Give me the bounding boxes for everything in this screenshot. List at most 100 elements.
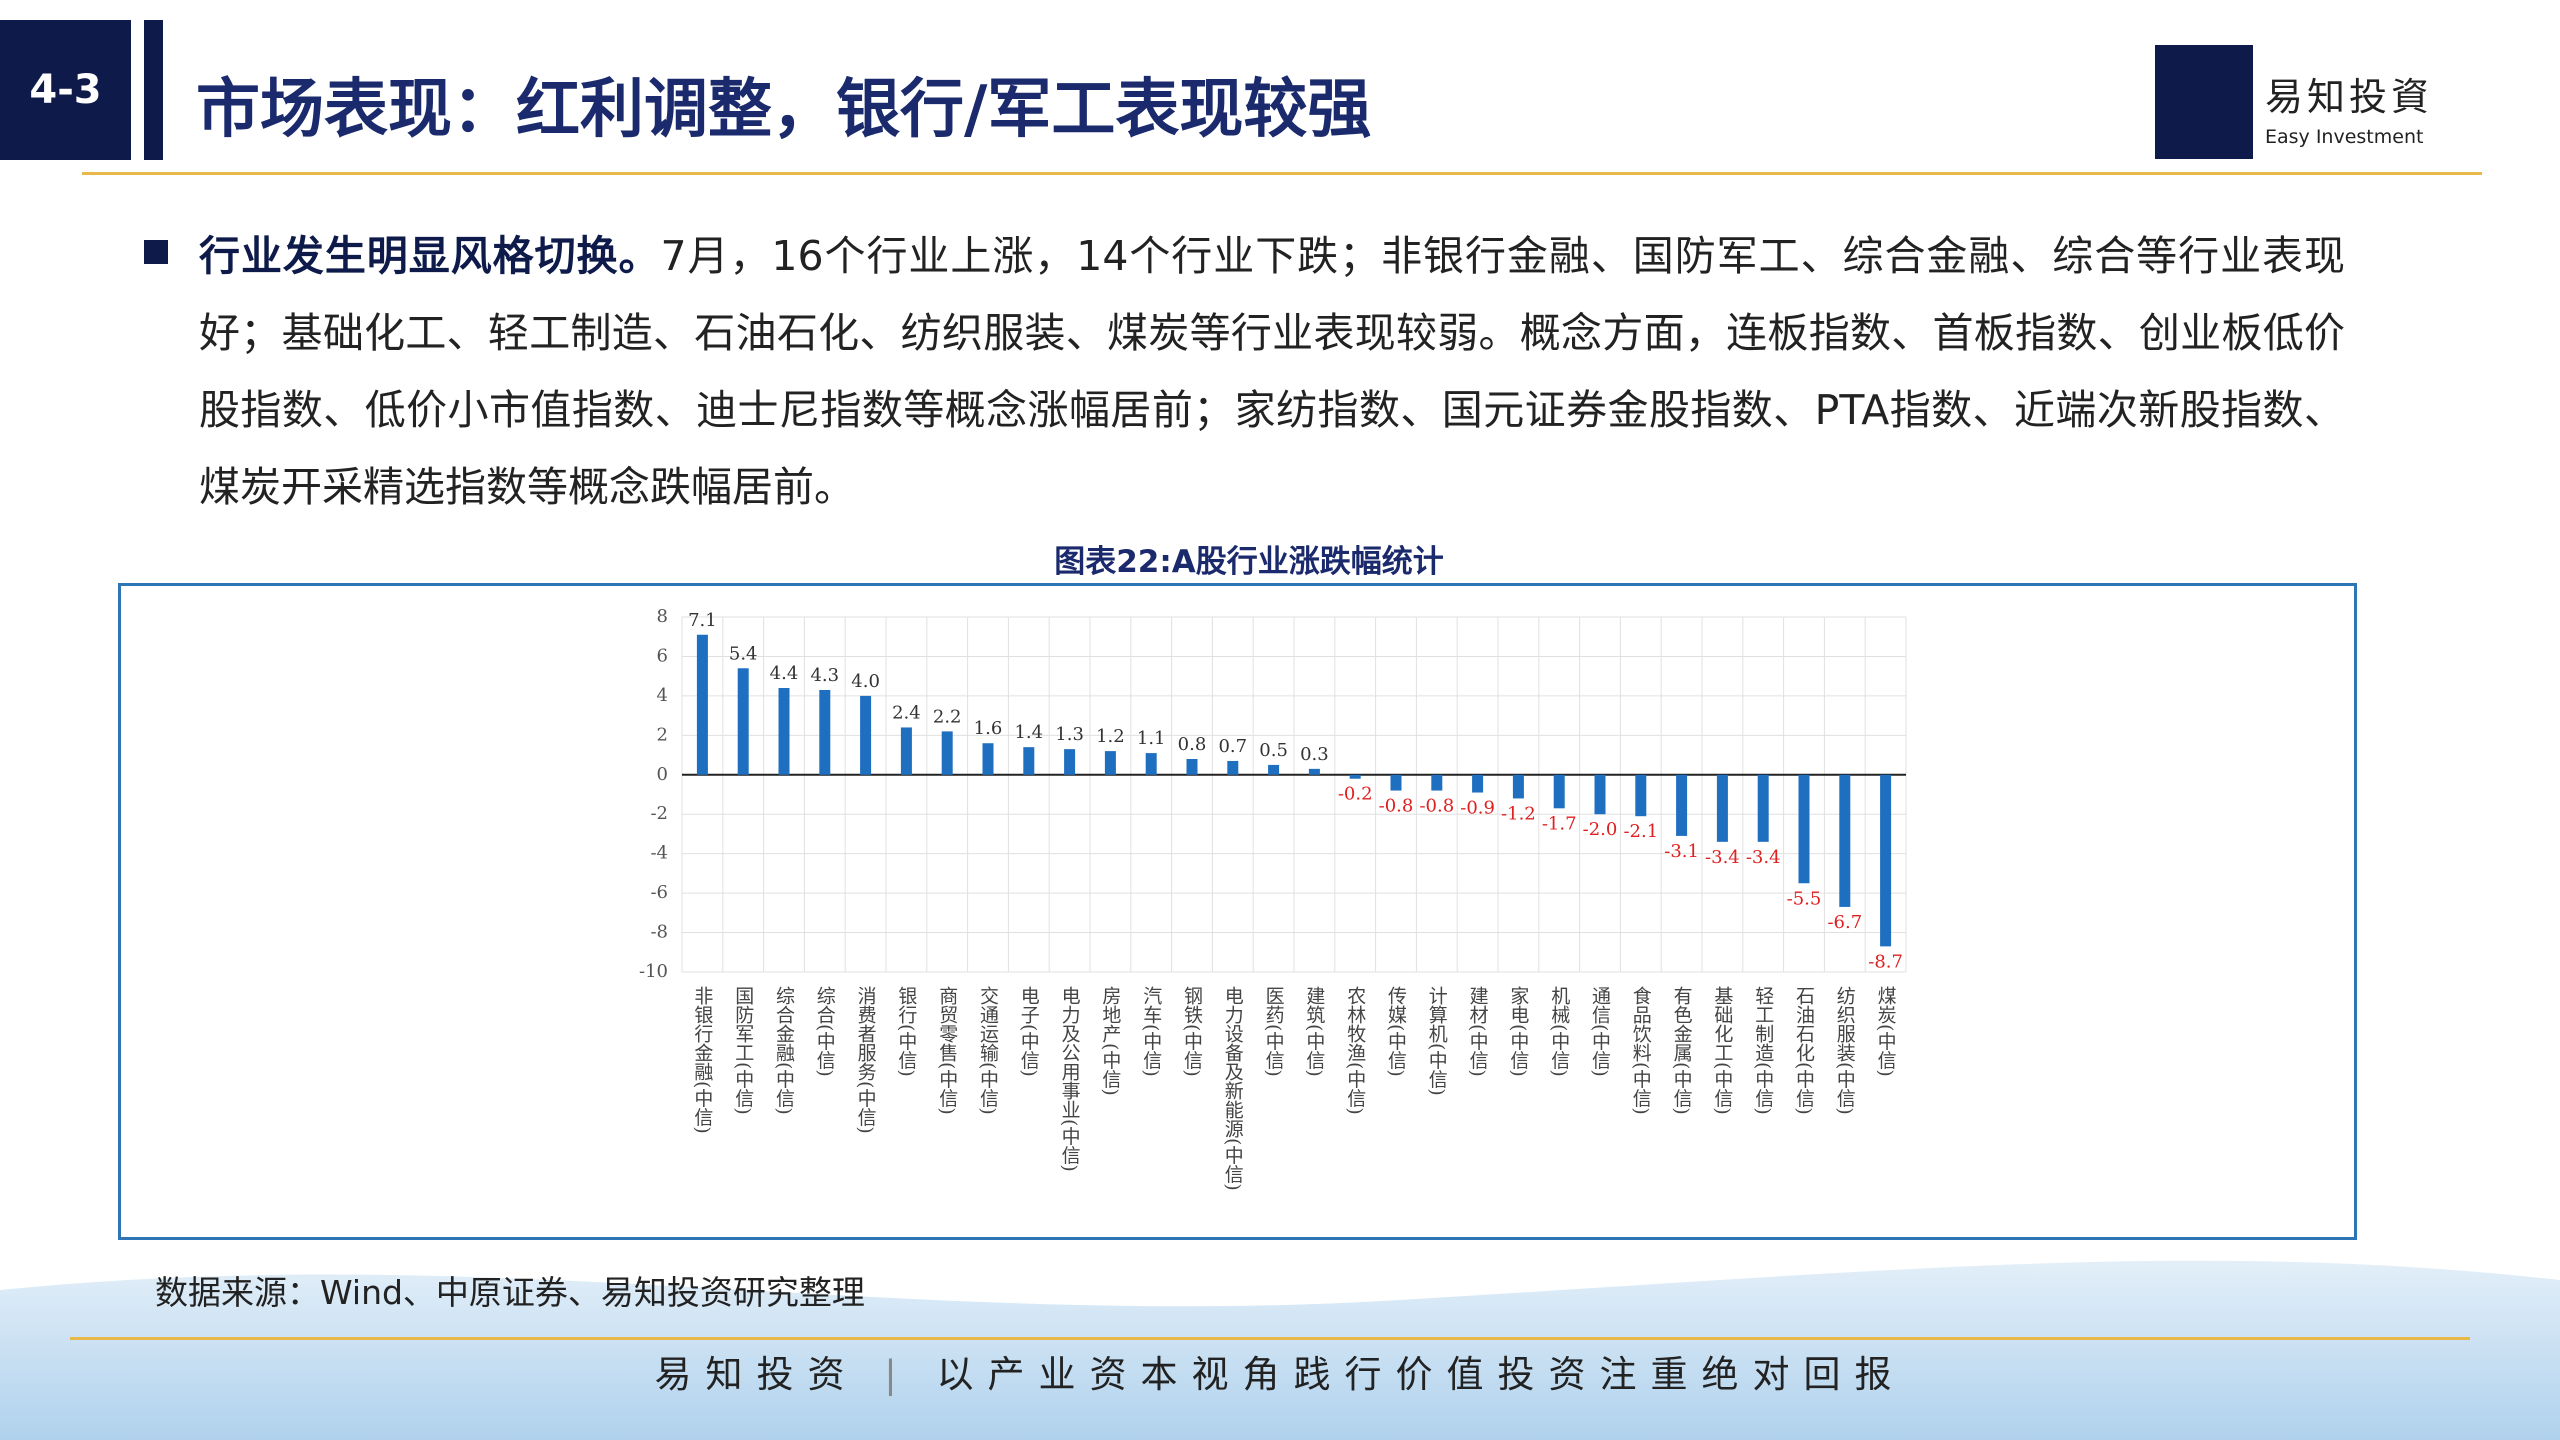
bar xyxy=(1757,774,1769,842)
x-tick-label: 通信(中信) xyxy=(1589,986,1611,1077)
value-label: 2.4 xyxy=(892,702,921,723)
value-label: 7.1 xyxy=(688,610,717,631)
bar xyxy=(1553,774,1565,809)
value-label: 5.4 xyxy=(729,643,758,664)
bar xyxy=(778,688,790,775)
value-label: 0.8 xyxy=(1178,734,1207,755)
x-tick-label: 农林牧渔(中信) xyxy=(1344,986,1366,1115)
x-tick-label: 石油石化(中信) xyxy=(1793,986,1815,1115)
slide-title: 市场表现：红利调整，银行/军工表现较强 xyxy=(196,73,1372,147)
bar xyxy=(1227,760,1239,775)
x-tick-label: 基础化工(中信) xyxy=(1711,986,1733,1115)
bar xyxy=(1839,774,1851,907)
bar xyxy=(1023,747,1035,775)
logo-subtitle: Easy Investment xyxy=(2265,126,2424,148)
bar xyxy=(1104,751,1116,775)
slogan: 以产业资本视角践行价值投资注重绝对回报 xyxy=(936,1353,1906,1396)
bar xyxy=(1716,774,1728,842)
y-tick-label: -2 xyxy=(650,803,668,824)
bar xyxy=(941,731,953,775)
value-label: 1.2 xyxy=(1096,726,1125,747)
x-tick-label: 轻工制造(中信) xyxy=(1752,986,1774,1115)
x-tick-label: 纺织服装(中信) xyxy=(1834,986,1856,1115)
value-label: 1.1 xyxy=(1137,728,1166,749)
bar xyxy=(982,743,994,775)
bar xyxy=(1594,774,1606,815)
bar xyxy=(1635,774,1647,817)
bar xyxy=(1431,774,1443,791)
divider xyxy=(82,172,2482,175)
x-tick-label: 建筑(中信) xyxy=(1303,986,1325,1077)
chart-title: 图表22:A股行业涨跌幅统计 xyxy=(1054,544,1444,580)
x-tick-label: 汽车(中信) xyxy=(1140,986,1162,1077)
x-tick-label: 国防军工(中信) xyxy=(732,986,754,1115)
footer: 易知投资 | 以产业资本视角践行价值投资注重绝对回报 xyxy=(654,1353,1906,1396)
bar xyxy=(1472,774,1484,793)
lead: 行业发生明显风格切换。 xyxy=(199,232,661,280)
value-label: -1.2 xyxy=(1501,803,1536,824)
y-tick-label: -6 xyxy=(650,882,668,903)
bar xyxy=(819,689,831,775)
bar xyxy=(1798,774,1810,884)
x-tick-label: 综合金融(中信) xyxy=(773,986,795,1115)
value-label: 4.4 xyxy=(770,663,799,684)
bar xyxy=(1512,774,1524,799)
bar xyxy=(1145,753,1157,775)
y-tick-label: 6 xyxy=(657,645,668,666)
bar xyxy=(1308,768,1320,775)
value-label: -0.8 xyxy=(1379,796,1414,817)
value-label: -3.4 xyxy=(1746,847,1781,868)
bar xyxy=(900,727,912,775)
value-label: 1.3 xyxy=(1055,724,1084,745)
value-label: -0.9 xyxy=(1460,798,1495,819)
value-label: 2.2 xyxy=(933,706,962,727)
value-label: -3.4 xyxy=(1705,847,1740,868)
y-tick-label: -8 xyxy=(650,922,668,943)
title-bar xyxy=(144,20,163,160)
x-tick-label: 电力设备及新能源(中信) xyxy=(1222,986,1244,1191)
source: 数据来源：Wind、中原证券、易知投资研究整理 xyxy=(155,1273,865,1312)
value-label: -0.8 xyxy=(1419,796,1454,817)
x-tick-label: 银行(中信) xyxy=(895,986,917,1077)
value-label: -8.7 xyxy=(1868,951,1903,972)
bar xyxy=(1349,774,1361,779)
value-label: -5.5 xyxy=(1787,888,1822,909)
value-label: 1.6 xyxy=(974,718,1003,739)
x-tick-label: 食品饮料(中信) xyxy=(1630,986,1652,1115)
value-label: -3.1 xyxy=(1664,841,1699,862)
x-tick-label: 综合(中信) xyxy=(814,986,836,1077)
value-label: -2.0 xyxy=(1583,819,1618,840)
value-label: -6.7 xyxy=(1827,912,1862,933)
value-label: 4.3 xyxy=(810,665,839,686)
x-tick-label: 钢铁(中信) xyxy=(1181,986,1203,1077)
bar xyxy=(1390,774,1402,791)
value-label: -1.7 xyxy=(1542,813,1577,834)
y-tick-label: -4 xyxy=(650,843,668,864)
value-label: 0.5 xyxy=(1259,740,1288,761)
y-tick-label: -10 xyxy=(639,961,668,982)
bar xyxy=(1676,774,1688,836)
value-label: 0.7 xyxy=(1218,736,1247,757)
bar xyxy=(1268,764,1280,775)
value-label: 1.4 xyxy=(1014,722,1043,743)
y-tick-label: 4 xyxy=(657,685,668,706)
x-tick-label: 交通运输(中信) xyxy=(977,986,999,1115)
bar xyxy=(1064,749,1076,775)
x-tick-label: 机械(中信) xyxy=(1548,986,1570,1077)
bar xyxy=(737,668,749,775)
x-tick-label: 非银行金融(中信) xyxy=(691,986,713,1134)
bar xyxy=(860,695,872,775)
x-tick-label: 电力及公用事业(中信) xyxy=(1059,986,1081,1172)
section-number: 4-3 xyxy=(0,20,131,160)
x-tick-label: 计算机(中信) xyxy=(1426,986,1448,1096)
y-tick-label: 8 xyxy=(657,606,668,627)
bullet xyxy=(144,240,168,264)
x-tick-label: 消费者服务(中信) xyxy=(855,986,877,1134)
bar xyxy=(1186,759,1198,775)
x-tick-label: 商贸零售(中信) xyxy=(936,986,958,1115)
brand: 易知投资 xyxy=(654,1353,859,1396)
x-tick-label: 家电(中信) xyxy=(1507,986,1529,1077)
x-tick-label: 煤炭(中信) xyxy=(1875,986,1897,1077)
